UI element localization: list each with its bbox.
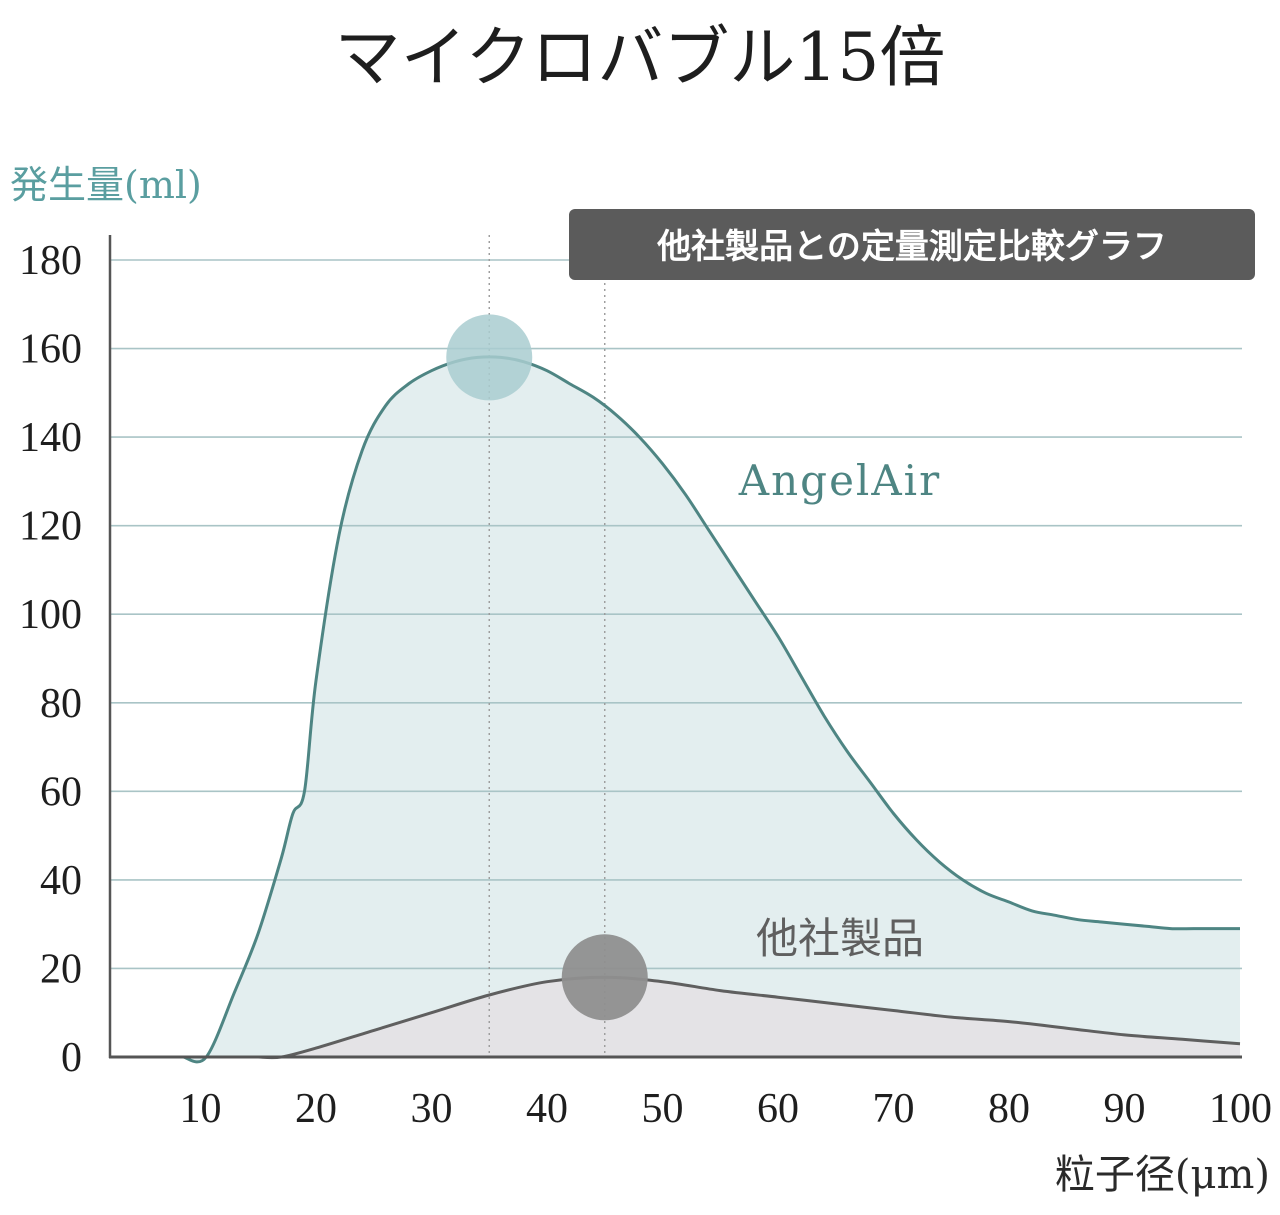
y-axis-label: 発生量(ml) — [10, 163, 202, 207]
x-tick-label-10: 10 — [180, 1086, 222, 1132]
x-tick-label-70: 70 — [873, 1086, 915, 1132]
x-tick-label-30: 30 — [411, 1086, 453, 1132]
series-angelair-line — [182, 355, 1240, 1064]
y-tick-label-60: 60 — [40, 769, 82, 815]
y-tick-label-20: 20 — [40, 946, 82, 992]
angelair-peak-marker — [446, 314, 533, 401]
y-tick-label-120: 120 — [19, 504, 82, 550]
plot-area: 0 20 40 60 80 100 120 140 160 180 10 20 30 40 50 60 70 80… — [19, 235, 1272, 1132]
series-competitor-area — [258, 977, 1240, 1058]
y-tick-label-140: 140 — [19, 415, 82, 461]
x-tick-label-60: 60 — [757, 1086, 799, 1132]
x-tick-label-40: 40 — [526, 1086, 568, 1132]
competitor-peak-marker — [561, 934, 648, 1021]
x-axis-label: 粒子径(μm) — [1055, 1152, 1270, 1198]
chart-title: マイクロバブル15倍 — [335, 19, 946, 96]
x-tick-label-100: 100 — [1209, 1086, 1272, 1132]
series-competitor-label: 他社製品 — [756, 914, 924, 963]
x-tick-label-90: 90 — [1104, 1086, 1146, 1132]
y-tick-label-40: 40 — [40, 858, 82, 904]
y-tick-label-80: 80 — [40, 681, 82, 727]
x-tick-label-80: 80 — [988, 1086, 1030, 1132]
y-tick-label-0: 0 — [61, 1035, 82, 1081]
y-tick-label-160: 160 — [19, 327, 82, 373]
comparison-badge-text: 他社製品との定量測定比較グラフ — [656, 227, 1167, 267]
comparison-badge-background — [569, 209, 1255, 280]
x-tick-label-50: 50 — [642, 1086, 684, 1132]
series-competitor-line — [258, 975, 1241, 1060]
x-tick-label-20: 20 — [295, 1086, 337, 1132]
comparison-badge: 他社製品との定量測定比較グラフ — [569, 209, 1255, 280]
series-angelair-area — [183, 356, 1241, 1062]
series-angelair-label: AngelAir — [738, 456, 941, 505]
y-tick-label-100: 100 — [19, 592, 82, 638]
y-tick-label-180: 180 — [19, 238, 82, 284]
